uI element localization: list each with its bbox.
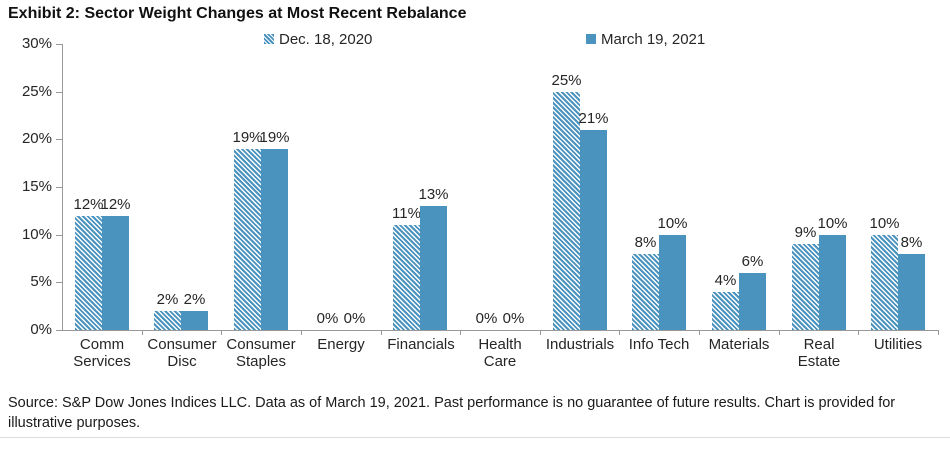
y-axis-label: 15% xyxy=(21,178,52,195)
bar-value-label: 21% xyxy=(578,109,609,127)
category-label: Materials xyxy=(708,336,770,353)
y-axis-tick xyxy=(56,44,62,45)
y-axis-label: 0% xyxy=(30,321,52,338)
y-axis-tick xyxy=(56,139,62,141)
bar-value-label: 8% xyxy=(634,233,657,251)
bar-dec-18-2020: 2% xyxy=(154,291,181,330)
x-axis-tick xyxy=(938,330,939,335)
category-label: Financials xyxy=(387,336,455,353)
y-axis-tick xyxy=(56,330,62,331)
x-axis-tick xyxy=(460,330,461,335)
y-axis-tick xyxy=(56,91,62,93)
bar-value-label: 12% xyxy=(100,195,131,213)
bar-value-label: 0% xyxy=(316,310,339,327)
x-axis-tick xyxy=(779,330,780,335)
bar-value-label: 6% xyxy=(741,252,764,270)
category-label: Comm Services xyxy=(73,336,131,370)
legend-item-dec-18-2020: Dec. 18, 2020 xyxy=(264,30,373,48)
x-axis-tick xyxy=(381,330,382,335)
legend-item-march-19-2021: March 19, 2021 xyxy=(586,30,706,48)
x-axis-tick xyxy=(540,330,541,335)
bar-value-label: 25% xyxy=(551,71,582,89)
x-axis-line xyxy=(62,330,939,331)
bar-march-19-2021: 8% xyxy=(898,234,925,330)
bar-value-label: 4% xyxy=(714,271,737,289)
bar-march-19-2021: 10% xyxy=(817,215,848,330)
y-axis-label: 30% xyxy=(21,35,52,52)
bottom-divider xyxy=(0,437,950,438)
x-axis-tick xyxy=(301,330,302,335)
category-label: Consumer Staples xyxy=(226,336,296,370)
bar-value-label: 0% xyxy=(343,310,366,327)
x-axis-tick xyxy=(699,330,700,335)
bar-value-label: 0% xyxy=(502,310,525,327)
legend-swatch-solid-icon xyxy=(586,34,596,44)
y-axis-label: 10% xyxy=(21,225,52,243)
category-label: Energy xyxy=(317,336,365,353)
category-label: Industrials xyxy=(545,336,615,353)
bar-march-19-2021: 12% xyxy=(100,196,131,330)
bar-value-label: 10% xyxy=(817,214,848,232)
bar-dec-18-2020: 8% xyxy=(632,234,659,330)
y-axis-tick xyxy=(56,187,62,188)
bar-value-label: 19% xyxy=(232,128,263,146)
legend-label-march-19-2021: March 19, 2021 xyxy=(601,30,706,48)
bar-march-19-2021: 10% xyxy=(657,215,688,330)
y-axis-tick xyxy=(56,234,62,236)
legend-swatch-hatched-icon xyxy=(264,34,274,44)
category-label: Utilities xyxy=(873,336,923,353)
category-label: Consumer Disc xyxy=(147,336,217,370)
bar-dec-18-2020: 19% xyxy=(232,129,263,330)
bar-march-19-2021: 13% xyxy=(418,186,449,330)
bar-march-19-2021: 19% xyxy=(259,129,290,330)
bar-march-19-2021: 6% xyxy=(739,253,766,330)
y-axis-tick xyxy=(56,282,62,284)
bar-value-label: 12% xyxy=(73,195,104,213)
bar-value-label: 8% xyxy=(900,233,923,251)
y-axis-label: 25% xyxy=(21,82,52,100)
x-axis-tick xyxy=(221,330,222,335)
legend-label-dec-18-2020: Dec. 18, 2020 xyxy=(279,30,373,48)
y-axis-label: 20% xyxy=(21,130,52,148)
bar-dec-18-2020: 11% xyxy=(392,205,421,330)
bar-value-label: 9% xyxy=(794,224,817,242)
bar-value-label: 10% xyxy=(657,214,688,232)
bar-dec-18-2020: 10% xyxy=(869,215,900,330)
bar-value-label: 11% xyxy=(392,205,421,223)
bar-march-19-2021: 2% xyxy=(181,291,208,330)
bar-value-label: 19% xyxy=(259,128,290,146)
y-axis-line xyxy=(62,44,63,331)
category-label: Info Tech xyxy=(628,336,690,353)
bar-dec-18-2020: 9% xyxy=(792,224,819,330)
bar-dec-18-2020: 12% xyxy=(73,196,104,330)
x-axis-tick xyxy=(858,330,859,335)
chart-title: Exhibit 2: Sector Weight Changes at Most… xyxy=(8,5,467,22)
x-axis-tick xyxy=(619,330,620,335)
bar-dec-18-2020: 4% xyxy=(712,272,739,330)
source-note: Source: S&P Dow Jones Indices LLC. Data … xyxy=(8,395,896,431)
bar-value-label: 2% xyxy=(156,290,179,308)
bar-value-label: 13% xyxy=(418,186,449,204)
category-label: Health Care xyxy=(478,336,522,370)
bar-march-19-2021: 21% xyxy=(578,110,609,330)
x-axis-tick xyxy=(142,330,143,335)
bar-value-label: 0% xyxy=(475,310,498,327)
bar-value-label: 2% xyxy=(183,290,206,308)
bar-dec-18-2020: 25% xyxy=(551,72,582,330)
bar-value-label: 10% xyxy=(869,214,900,232)
y-axis-label: 5% xyxy=(30,273,52,291)
category-label: Real Estate xyxy=(797,336,841,370)
